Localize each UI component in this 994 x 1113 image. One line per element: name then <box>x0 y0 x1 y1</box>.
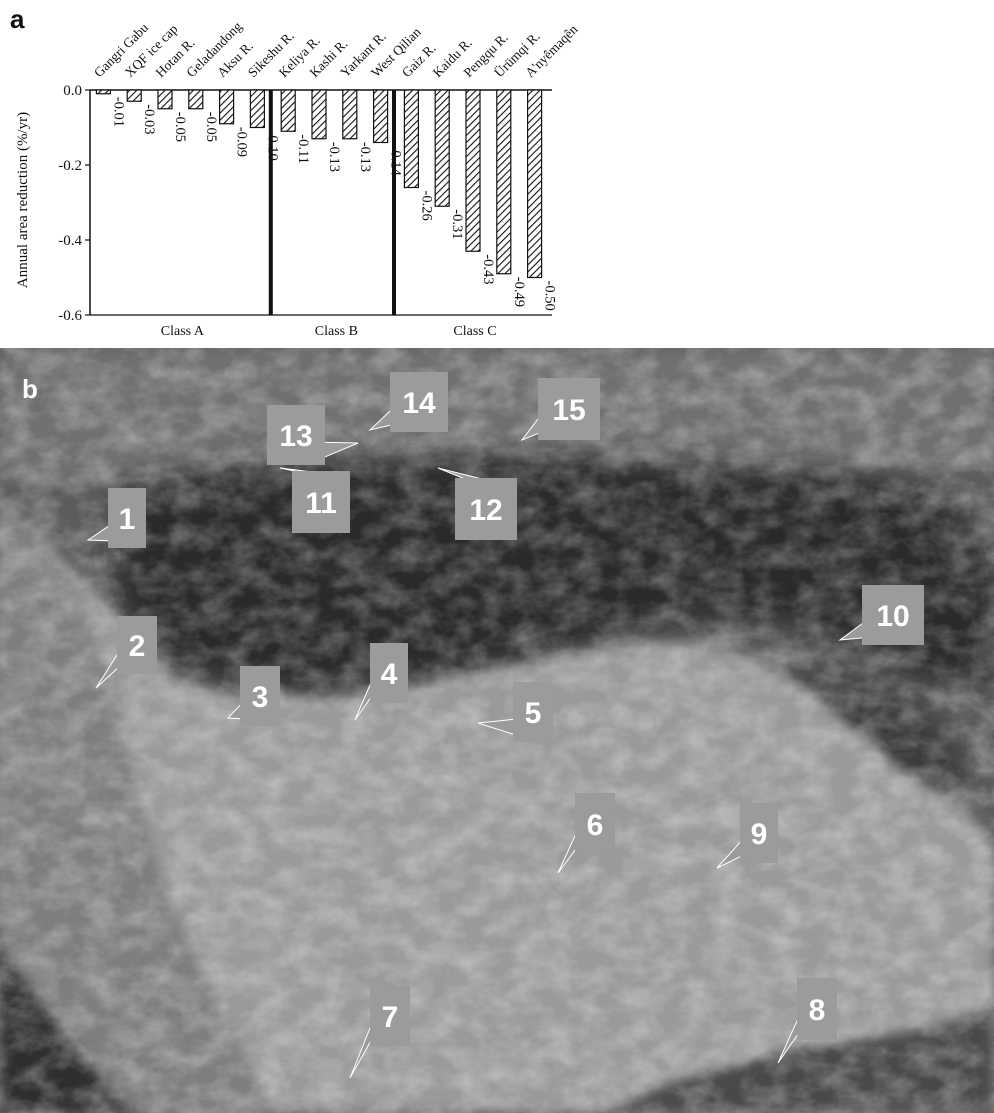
marker-box <box>117 616 157 674</box>
group-label: Class B <box>315 324 358 339</box>
marker-label: 3 <box>252 681 269 714</box>
marker-label: 2 <box>129 630 146 663</box>
marker-label: 13 <box>279 420 312 453</box>
bar <box>403 89 419 189</box>
map-marker: 4 <box>354 643 408 721</box>
marker-box <box>267 405 325 465</box>
panel-a-letter: a <box>10 4 25 34</box>
marker-box <box>370 643 408 703</box>
marker-box <box>455 478 517 540</box>
marker-label: 7 <box>382 1001 399 1034</box>
data-label: -0.05 <box>172 112 188 142</box>
map-marker: 2 <box>95 616 157 689</box>
bar <box>311 89 327 140</box>
bar <box>95 89 112 95</box>
bar <box>465 89 481 252</box>
bar <box>526 89 543 279</box>
y-tick-label: -0.2 <box>58 158 82 174</box>
group-label: Class A <box>161 324 205 339</box>
data-label: -0.09 <box>234 127 250 157</box>
marker-box <box>240 666 280 726</box>
map-marker: 7 <box>349 986 410 1079</box>
bar <box>280 89 296 132</box>
map-marker: 1 <box>86 488 146 548</box>
marker-label: 14 <box>402 387 436 420</box>
map-marker: 13 <box>267 405 359 465</box>
map-marker: 6 <box>557 793 615 874</box>
marker-box <box>292 471 350 533</box>
marker-label: 11 <box>305 487 337 520</box>
bar <box>373 89 389 144</box>
bar <box>496 89 512 275</box>
map-marker: 12 <box>437 467 517 540</box>
data-label: -0.43 <box>480 254 496 284</box>
marker-box <box>740 803 778 863</box>
marker-label: 15 <box>552 394 585 427</box>
marker-box <box>370 986 410 1046</box>
data-label: -0.03 <box>141 104 157 134</box>
data-label: -0.31 <box>449 209 465 239</box>
map-marker: 10 <box>838 585 924 645</box>
map-marker: 11 <box>279 467 350 533</box>
marker-label: 6 <box>587 809 604 842</box>
bar <box>219 89 235 125</box>
marker-label: 4 <box>381 658 398 691</box>
y-axis-label: Annual area reduction (%/yr) <box>15 112 31 288</box>
bar <box>126 89 142 102</box>
data-label: -0.13 <box>357 142 373 172</box>
map-marker: 14 <box>368 372 448 432</box>
marker-label: 10 <box>876 600 909 633</box>
marker-box <box>390 372 448 432</box>
y-tick-label: -0.6 <box>58 308 82 324</box>
map-marker: 15 <box>520 378 600 442</box>
map-marker: 5 <box>477 682 553 742</box>
bar <box>434 89 450 207</box>
bar <box>342 89 358 140</box>
marker-box <box>797 978 837 1040</box>
marker-label: 8 <box>809 994 826 1027</box>
panel-b-terrain-map: 1 2 3 4 5 6 7 8 9 10 11 12 13 14 15 b <box>0 348 994 1113</box>
data-label: -0.26 <box>418 191 434 221</box>
data-label: -0.13 <box>326 142 342 172</box>
map-marker: 8 <box>777 978 837 1064</box>
marker-label: 12 <box>469 494 502 527</box>
group-label: Class C <box>453 324 496 339</box>
map-marker: 3 <box>226 666 280 726</box>
data-label: -0.50 <box>542 281 558 311</box>
data-label: -0.05 <box>203 112 219 142</box>
map-marker: 9 <box>716 803 778 869</box>
bar <box>157 89 173 110</box>
data-label: -0.49 <box>511 277 527 307</box>
marker-box <box>862 585 924 645</box>
panel-a: a 0.0 -0.2 -0.4 -0.6 Gangri Gabu -0.01 XQF ice… <box>0 0 994 348</box>
panel-b-letter: b <box>22 374 38 404</box>
marker-label: 5 <box>525 697 542 730</box>
marker-label: 9 <box>751 818 768 851</box>
terrain-texture <box>0 348 994 1113</box>
marker-label: 1 <box>119 503 136 536</box>
marker-box <box>575 793 615 855</box>
marker-box <box>108 488 146 548</box>
marker-box <box>513 682 553 742</box>
marker-box <box>538 378 600 440</box>
bar <box>249 89 265 129</box>
data-label: -0.01 <box>110 97 126 127</box>
y-tick-label: 0.0 <box>63 83 82 99</box>
y-tick-label: -0.4 <box>58 233 82 249</box>
bar <box>188 89 204 110</box>
data-label: -0.11 <box>295 134 311 164</box>
